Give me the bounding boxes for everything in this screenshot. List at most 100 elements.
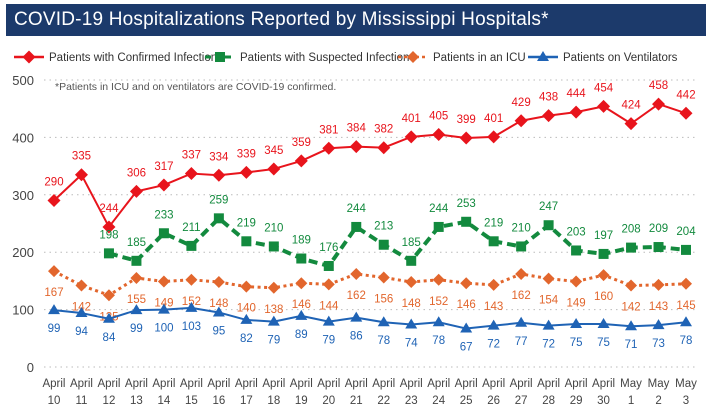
data-point bbox=[185, 301, 198, 312]
data-label: 382 bbox=[374, 124, 393, 136]
data-label: 75 bbox=[570, 337, 583, 349]
data-point bbox=[103, 248, 114, 259]
data-label: 155 bbox=[127, 294, 146, 306]
series-line-0 bbox=[53, 103, 687, 228]
x-tick-label-month: April bbox=[70, 378, 93, 390]
data-label: 213 bbox=[374, 221, 393, 233]
data-label: 75 bbox=[597, 337, 610, 349]
data-point bbox=[102, 289, 115, 302]
data-point bbox=[597, 317, 610, 328]
x-tick-label-month: May bbox=[620, 378, 642, 390]
data-label: 337 bbox=[182, 150, 201, 162]
data-label: 72 bbox=[487, 339, 500, 351]
data-label: 78 bbox=[680, 335, 693, 347]
data-label: 71 bbox=[625, 339, 638, 351]
x-tick-label-day: 15 bbox=[185, 395, 198, 407]
chart-title: COVID-19 Hospitalizations Reported by Mi… bbox=[6, 4, 706, 36]
data-label: 203 bbox=[566, 226, 585, 238]
data-label: 290 bbox=[44, 177, 63, 189]
data-label: 149 bbox=[154, 297, 173, 309]
data-label: 244 bbox=[99, 203, 119, 215]
data-label: 401 bbox=[402, 113, 421, 125]
x-tick-label-day: 29 bbox=[570, 395, 583, 407]
data-point bbox=[680, 316, 692, 327]
x-tick-label-day: 11 bbox=[76, 395, 88, 407]
data-point bbox=[542, 319, 555, 330]
x-tick-label-month: April bbox=[207, 378, 230, 390]
data-point bbox=[652, 97, 666, 111]
data-point bbox=[184, 167, 198, 181]
legend-label: Patients with Confirmed Infection bbox=[49, 52, 217, 64]
x-tick-label-day: 27 bbox=[515, 395, 528, 407]
data-point bbox=[570, 275, 583, 288]
data-label: 79 bbox=[267, 335, 280, 347]
data-label: 247 bbox=[539, 201, 558, 213]
legend-label: Patients in an ICU bbox=[433, 52, 526, 64]
data-point bbox=[102, 312, 115, 323]
data-point bbox=[130, 272, 143, 285]
series-line-2 bbox=[53, 269, 687, 297]
data-point bbox=[322, 315, 335, 326]
data-point bbox=[542, 272, 555, 285]
legend-marker bbox=[215, 52, 225, 62]
data-label: 253 bbox=[457, 198, 476, 210]
data-point bbox=[597, 99, 611, 113]
y-tick-label: 200 bbox=[12, 245, 34, 260]
data-label: 148 bbox=[402, 298, 421, 310]
x-tick-label-month: April bbox=[152, 378, 175, 390]
x-tick-label-day: 3 bbox=[683, 395, 689, 407]
data-label: 442 bbox=[676, 89, 695, 101]
data-point bbox=[241, 236, 252, 247]
legend-marker bbox=[22, 50, 36, 64]
data-point bbox=[433, 221, 444, 232]
x-tick-label-month: May bbox=[648, 378, 670, 390]
data-label: 162 bbox=[347, 290, 366, 302]
x-tick-label-day: 17 bbox=[240, 395, 253, 407]
data-label: 401 bbox=[484, 113, 503, 125]
data-label: 84 bbox=[103, 332, 116, 344]
data-point bbox=[598, 248, 609, 259]
x-tick-label-month: April bbox=[97, 378, 120, 390]
data-point bbox=[212, 276, 225, 289]
x-tick-label-day: 28 bbox=[542, 395, 555, 407]
data-point bbox=[653, 242, 664, 253]
data-point bbox=[625, 279, 638, 292]
data-label: 405 bbox=[429, 111, 448, 123]
x-tick-label-month: April bbox=[262, 378, 285, 390]
x-tick-label-month: April bbox=[180, 378, 203, 390]
data-label: 454 bbox=[594, 82, 614, 94]
data-label: 149 bbox=[566, 297, 585, 309]
data-label: 204 bbox=[676, 226, 696, 238]
y-tick-label: 500 bbox=[12, 73, 34, 88]
data-point bbox=[268, 241, 279, 252]
data-point bbox=[158, 228, 169, 239]
data-label: 424 bbox=[621, 100, 641, 112]
data-label: 210 bbox=[264, 222, 283, 234]
x-tick-label-day: 16 bbox=[212, 395, 225, 407]
data-label: 99 bbox=[48, 323, 61, 335]
data-point bbox=[461, 216, 472, 227]
data-point bbox=[432, 128, 446, 142]
data-label: 142 bbox=[621, 301, 640, 313]
data-point bbox=[240, 280, 253, 293]
data-label: 73 bbox=[652, 338, 665, 350]
data-point bbox=[488, 236, 499, 247]
data-point bbox=[487, 278, 500, 291]
y-tick-label: 300 bbox=[12, 188, 34, 203]
x-tick-label-month: May bbox=[675, 378, 697, 390]
x-tick-label-month: April bbox=[317, 378, 340, 390]
data-point bbox=[680, 277, 692, 290]
data-point bbox=[378, 239, 389, 250]
x-tick-label-month: April bbox=[482, 378, 505, 390]
data-label: 146 bbox=[457, 299, 476, 311]
data-point bbox=[514, 114, 528, 128]
data-label: 79 bbox=[322, 335, 335, 347]
x-tick-label-day: 18 bbox=[267, 395, 280, 407]
data-point bbox=[130, 304, 143, 315]
data-label: 335 bbox=[72, 151, 91, 163]
x-tick-label-month: April bbox=[125, 378, 148, 390]
data-label: 438 bbox=[539, 92, 558, 104]
data-point bbox=[515, 268, 528, 281]
